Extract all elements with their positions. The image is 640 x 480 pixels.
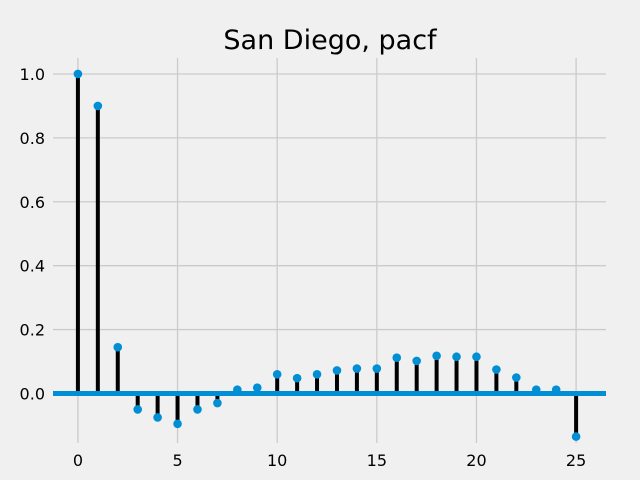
x-tick-label: 5 xyxy=(172,451,182,470)
marker-lag-0 xyxy=(73,69,83,79)
marker-lag-1 xyxy=(93,101,103,111)
marker-lag-19 xyxy=(452,352,461,362)
y-tick-label: 0.8 xyxy=(20,129,45,148)
marker-lag-21 xyxy=(492,365,501,374)
marker-lag-10 xyxy=(272,370,282,379)
marker-lag-5 xyxy=(173,419,182,429)
marker-lag-18 xyxy=(432,351,441,361)
grid-lines xyxy=(53,58,606,443)
y-tick-label: 0.2 xyxy=(20,321,45,340)
marker-lag-14 xyxy=(352,364,362,373)
y-tick-labels: 0.0 0.2 0.4 0.6 0.8 1.0 xyxy=(20,65,45,404)
marker-lag-11 xyxy=(292,373,302,383)
y-tick-label: 0.0 xyxy=(20,384,45,403)
stems xyxy=(75,73,579,437)
marker-lag-4 xyxy=(153,413,162,422)
marker-lag-20 xyxy=(472,352,481,362)
marker-lag-7 xyxy=(213,398,222,408)
x-tick-label: 15 xyxy=(367,451,387,470)
x-tick-label: 0 xyxy=(73,451,83,470)
marker-lag-9 xyxy=(252,383,262,393)
x-tick-label: 10 xyxy=(267,451,287,470)
marker-lag-17 xyxy=(412,356,421,366)
marker-lag-8 xyxy=(233,385,242,394)
x-tick-label: 25 xyxy=(566,451,586,470)
y-tick-label: 1.0 xyxy=(20,65,45,84)
x-tick-label: 20 xyxy=(466,451,486,470)
markers xyxy=(73,69,581,441)
marker-lag-23 xyxy=(531,385,541,394)
marker-lag-16 xyxy=(392,353,402,362)
chart-title: San Diego, pacf xyxy=(223,25,438,56)
marker-lag-2 xyxy=(113,342,123,352)
x-tick-labels: 0 5 10 15 20 25 xyxy=(73,451,586,470)
marker-lag-3 xyxy=(133,405,142,414)
marker-lag-6 xyxy=(193,405,202,414)
marker-lag-12 xyxy=(312,370,322,379)
marker-lag-22 xyxy=(512,373,521,382)
y-tick-label: 0.4 xyxy=(20,257,45,276)
marker-lag-25 xyxy=(571,432,581,441)
marker-lag-15 xyxy=(372,364,382,373)
y-tick-label: 0.6 xyxy=(20,193,45,212)
marker-lag-13 xyxy=(332,366,342,375)
marker-lag-24 xyxy=(551,385,561,394)
